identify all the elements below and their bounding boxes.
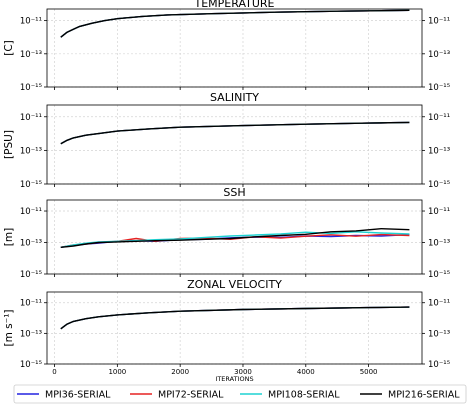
x-axis: 0 1000 2000 3000 4000 5000 ITERATIONS xyxy=(52,368,377,383)
x-tick-label: 3000 xyxy=(234,368,252,376)
y-tick-label: 10⁻¹⁵ xyxy=(20,360,42,370)
legend-label-mpi72-serial: MPI72-SERIAL xyxy=(158,390,224,401)
y-axis-label: [m s⁻¹] xyxy=(3,310,15,347)
plot-frame xyxy=(46,8,423,88)
panel-title: TEMPERATURE xyxy=(194,0,275,10)
y-tick-label-right: 10⁻¹⁵ xyxy=(428,180,450,190)
panel-2: 10⁻¹¹ 10⁻¹¹ 10⁻¹³ 10⁻¹³ 10⁻¹⁵ 10⁻¹⁵ SSH [m] xyxy=(3,186,450,280)
legend-label-mpi108-serial: MPI108-SERIAL xyxy=(268,390,340,401)
y-tick-label: 10⁻¹¹ xyxy=(20,17,42,27)
plot-frame xyxy=(46,199,423,275)
y-tick-label-right: 10⁻¹⁵ xyxy=(428,270,450,280)
x-axis-label: ITERATIONS xyxy=(215,375,253,383)
y-tick-label: 10⁻¹¹ xyxy=(20,299,42,309)
plot-frame xyxy=(46,104,423,185)
x-tick-label: 1000 xyxy=(108,368,126,376)
x-tick-label: 2000 xyxy=(171,368,189,376)
panel-title: SSH xyxy=(223,186,245,199)
panel-3: 10⁻¹¹ 10⁻¹¹ 10⁻¹³ 10⁻¹³ 10⁻¹⁵ 10⁻¹⁵ ZONAL VELO… xyxy=(3,278,450,370)
panel-title: SALINITY xyxy=(210,91,259,104)
series-line-mpi216-serial xyxy=(60,306,410,330)
y-tick-label: 10⁻¹³ xyxy=(20,329,42,339)
y-axis-label: [C] xyxy=(3,40,15,56)
plot-frame xyxy=(46,291,423,365)
series-line-mpi108-serial xyxy=(60,9,410,38)
y-tick-label: 10⁻¹³ xyxy=(20,146,42,156)
x-tick-label: 0 xyxy=(52,368,56,376)
y-tick-label: 10⁻¹³ xyxy=(20,239,42,249)
y-tick-label-right: 10⁻¹¹ xyxy=(428,299,450,309)
panel-0: 10⁻¹¹ 10⁻¹¹ 10⁻¹³ 10⁻¹³ 10⁻¹⁵ 10⁻¹⁵ TEMPERATUR… xyxy=(3,0,450,93)
series-line-mpi36-serial xyxy=(60,9,410,38)
y-axis-label: [m] xyxy=(3,228,15,246)
y-tick-label-right: 10⁻¹¹ xyxy=(428,113,450,123)
panel-title: ZONAL VELOCITY xyxy=(187,278,282,291)
y-tick-label: 10⁻¹³ xyxy=(20,50,42,60)
y-tick-label-right: 10⁻¹¹ xyxy=(428,207,450,217)
legend-label-mpi216-serial: MPI216-SERIAL xyxy=(388,390,460,401)
y-tick-label-right: 10⁻¹⁵ xyxy=(428,83,450,93)
series-line-mpi216-serial xyxy=(60,121,410,145)
y-tick-label-right: 10⁻¹³ xyxy=(428,50,450,60)
y-tick-label-right: 10⁻¹³ xyxy=(428,146,450,156)
x-tick-label: 4000 xyxy=(297,368,315,376)
y-tick-label-right: 10⁻¹³ xyxy=(428,329,450,339)
y-tick-label: 10⁻¹⁵ xyxy=(20,270,42,280)
x-tick-label: 5000 xyxy=(360,368,378,376)
y-tick-label: 10⁻¹¹ xyxy=(20,113,42,123)
series-line-mpi216-serial xyxy=(60,227,410,248)
legend: MPI36-SERIAL MPI72-SERIAL MPI108-SERIAL MPI… xyxy=(13,384,467,404)
panel-1: 10⁻¹¹ 10⁻¹¹ 10⁻¹³ 10⁻¹³ 10⁻¹⁵ 10⁻¹⁵ SALINITY [P… xyxy=(3,91,450,190)
y-tick-label: 10⁻¹⁵ xyxy=(20,180,42,190)
series-line-mpi108-serial xyxy=(60,231,410,248)
y-tick-label: 10⁻¹¹ xyxy=(20,207,42,217)
series-line-mpi72-serial xyxy=(60,9,410,38)
y-tick-label-right: 10⁻¹¹ xyxy=(428,17,450,27)
y-tick-label-right: 10⁻¹⁵ xyxy=(428,360,450,370)
panels: 10⁻¹¹ 10⁻¹¹ 10⁻¹³ 10⁻¹³ 10⁻¹⁵ 10⁻¹⁵ TEMPERATUR… xyxy=(3,0,450,370)
y-axis-label: [PSU] xyxy=(3,130,15,159)
y-tick-label-right: 10⁻¹³ xyxy=(428,239,450,249)
series-line-mpi216-serial xyxy=(60,9,410,38)
legend-label-mpi36-serial: MPI36-SERIAL xyxy=(45,390,111,401)
y-tick-label: 10⁻¹⁵ xyxy=(20,83,42,93)
